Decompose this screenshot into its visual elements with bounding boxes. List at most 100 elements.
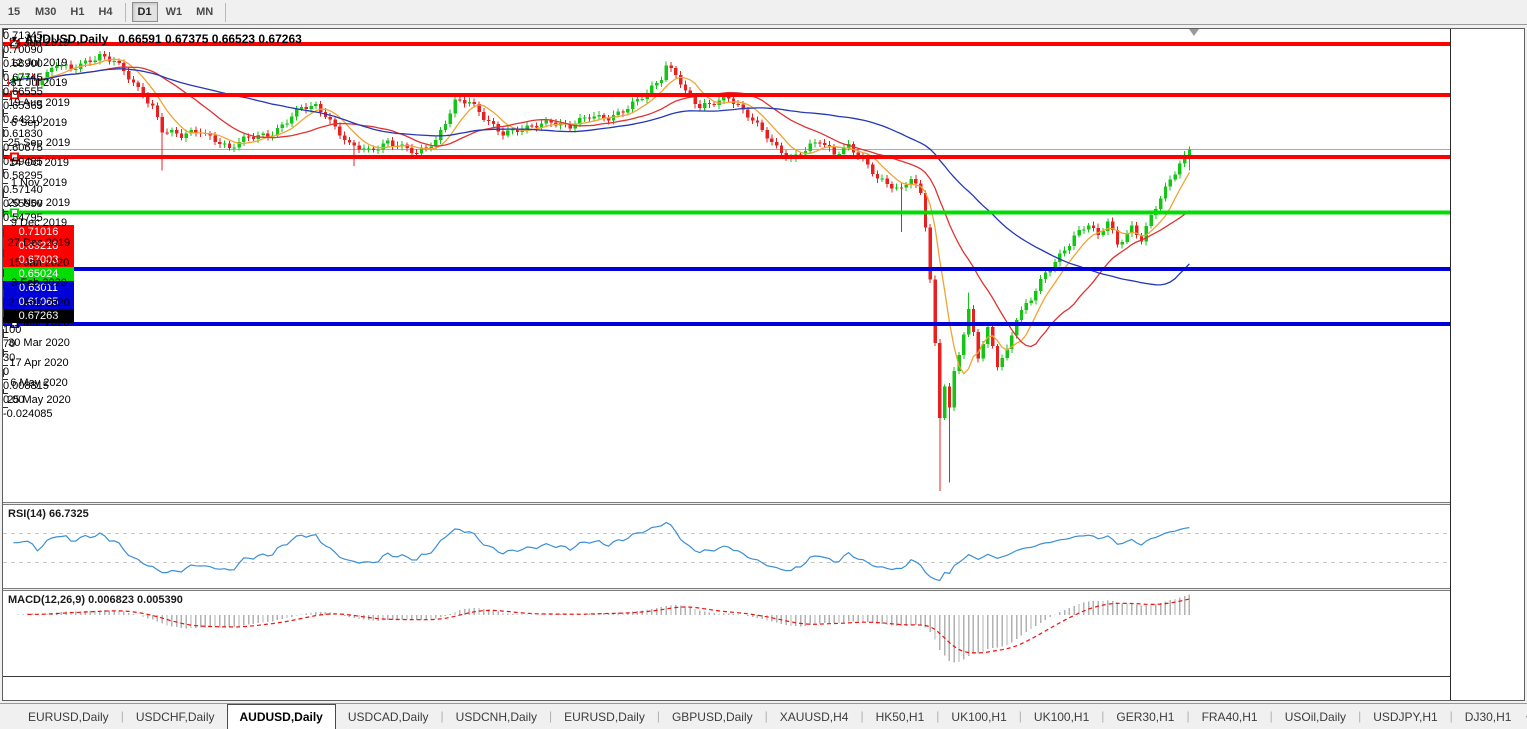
time-axis-minor-tick <box>3 154 4 157</box>
macd-chart-canvas[interactable] <box>3 591 1450 676</box>
tab-separator: | <box>860 708 864 723</box>
time-axis-minor-tick <box>3 94 4 97</box>
hline-support-0.63011[interactable] <box>3 264 1450 274</box>
timeframe-toolbar: 15 M30 H1 H4 D1 W1 MN <box>0 0 1527 25</box>
macd-axis-tick: 0.008815 <box>3 380 49 392</box>
chart-tab-gbpusd-daily[interactable]: GBPUSD,Daily <box>671 710 753 724</box>
timeframe-button-d1[interactable]: D1 <box>131 2 158 22</box>
time-axis-tick-mark <box>3 109 4 114</box>
hline-handle[interactable] <box>10 39 19 49</box>
hline-handle[interactable] <box>10 90 19 100</box>
time-axis-tick-mark <box>3 269 4 274</box>
time-axis-minor-tick <box>3 34 4 37</box>
time-axis-label: 21 Feb 2020 <box>8 297 70 309</box>
chart-tab-usoil-daily[interactable]: USOil,Daily <box>1284 710 1347 724</box>
price-axis-tick-mark <box>3 197 8 198</box>
time-axis-tick-mark <box>3 189 4 194</box>
chart-tab-uk100-h1[interactable]: UK100,H1 <box>951 710 1007 724</box>
timeframe-button-w1[interactable]: W1 <box>165 6 183 18</box>
price-axis-tick-mark <box>3 141 8 142</box>
hline-handle[interactable] <box>10 152 19 162</box>
hline-support-0.61065[interactable] <box>3 319 1450 329</box>
timeframe-button-h1[interactable]: H1 <box>70 6 85 18</box>
time-axis-minor-tick <box>3 274 4 277</box>
macd-signal-line <box>27 598 1190 654</box>
main-chart-canvas[interactable] <box>3 29 1450 502</box>
level-price-label: 0.67003 <box>3 253 74 267</box>
timeframe-button-15[interactable]: 15 <box>7 6 21 18</box>
symbol-dropdown-icon[interactable]: ▼ <box>10 34 19 44</box>
macd-axis-tick-mark <box>3 379 8 380</box>
time-axis-label: 20 Nov 2019 <box>7 197 71 209</box>
price-axis-tick: 0.61830 <box>3 128 43 140</box>
price-axis-tick-mark <box>3 57 8 58</box>
level-price-label: 0.69218 <box>3 239 74 253</box>
timeframe-button-h4[interactable]: H4 <box>98 6 113 18</box>
macd-histogram <box>17 594 1191 663</box>
panel-divider[interactable] <box>3 588 1450 591</box>
chart-tab-audusd-daily[interactable]: AUDUSD,Daily <box>226 704 336 729</box>
tab-separator: | <box>936 708 940 723</box>
chart-tab-eurusd-daily[interactable]: EURUSD,Daily <box>564 710 645 724</box>
macd-axis-tick: 0.00 <box>3 394 25 406</box>
time-axis-minor-tick <box>3 314 4 317</box>
time-axis[interactable]: 24 Jun 2019 12 Jul 2019 31 Jul 2019 19 Aug … <box>3 29 75 406</box>
price-axis-tick-mark <box>3 43 8 44</box>
time-axis-label: 9 Dec 2019 <box>10 217 68 229</box>
chart-symbol-label: AUDUSD,Daily <box>24 32 109 46</box>
chart-tab-eurusd-daily[interactable]: EURUSD,Daily <box>28 710 109 724</box>
rsi-axis-tick: 100 <box>3 324 22 336</box>
time-axis-tick-mark <box>3 249 4 254</box>
chart-tab-usdjpy-h1[interactable]: USDJPY,H1 <box>1373 710 1438 724</box>
rsi-axis-tick: 30 <box>3 352 16 364</box>
current-price-label: 0.67263 <box>3 309 74 323</box>
macd-axis-tick: -0.024085 <box>3 408 53 420</box>
moving-average-lines <box>8 58 1190 375</box>
time-axis-minor-tick <box>3 294 4 297</box>
time-axis-label: 24 Jun 2019 <box>8 37 70 49</box>
chart-tab-hk50-h1[interactable]: HK50,H1 <box>875 710 925 724</box>
tab-separator: | <box>549 708 553 723</box>
time-axis-tick-mark <box>3 329 4 334</box>
time-axis-label: 3 Feb 2020 <box>11 277 67 289</box>
rsi-chart-canvas[interactable] <box>3 505 1450 588</box>
chart-tab-usdchf-daily[interactable]: USDCHF,Daily <box>135 710 215 724</box>
ma-mid-line <box>8 66 1190 348</box>
chart-tab-fra40-h1[interactable]: FRA40,H1 <box>1201 710 1258 724</box>
time-axis-minor-tick <box>3 194 4 197</box>
level-price-label: 0.71016 <box>3 225 74 239</box>
tab-scroll-left-icon[interactable]: ◄ <box>1523 711 1527 723</box>
tab-scroll-nav: ◄► <box>1523 711 1527 729</box>
timeframe-button-mn[interactable]: MN <box>196 6 214 18</box>
chart-tab-xauusd-h4[interactable]: XAUUSD,H4 <box>779 710 849 724</box>
time-axis-minor-tick <box>3 334 4 337</box>
chart-tab-dj30-h1[interactable]: DJ30,H1 <box>1464 710 1512 724</box>
price-axis-tick: 0.59485 <box>3 156 43 168</box>
tab-separator: | <box>1358 708 1362 723</box>
hline-handle[interactable] <box>10 208 19 217</box>
time-axis-minor-tick <box>3 74 4 77</box>
tab-separator: | <box>1018 708 1022 723</box>
chart-tab-usdcad-daily[interactable]: USDCAD,Daily <box>347 710 429 724</box>
chart-tab-ger30-h1[interactable]: GER30,H1 <box>1116 710 1175 724</box>
time-axis-tick-mark <box>3 349 4 354</box>
price-axis-tick: 0.58295 <box>3 170 43 182</box>
hline-resistance-0.71016[interactable] <box>3 39 1450 49</box>
time-axis-minor-tick <box>3 354 4 357</box>
time-axis-label: 6 Sep 2019 <box>10 117 68 129</box>
chart-tab-uk100-h1[interactable]: UK100,H1 <box>1033 710 1090 724</box>
panel-divider[interactable] <box>3 502 1450 505</box>
tab-separator: | <box>1101 708 1105 723</box>
chart-tab-usdcnh-daily[interactable]: USDCNH,Daily <box>455 710 538 724</box>
chart-tab-bar: EURUSD,Daily | USDCHF,Daily AUDUSD,Daily USD… <box>0 703 1527 729</box>
rsi-axis-tick-mark <box>3 365 8 366</box>
tab-separator: | <box>656 708 660 723</box>
hline-support-0.65024[interactable] <box>3 208 1450 217</box>
timeframe-button-m30[interactable]: M30 <box>35 6 57 18</box>
tab-separator: | <box>440 708 444 723</box>
time-axis-tick-mark <box>3 29 4 34</box>
toolbar-separator <box>124 2 126 22</box>
macd-indicator-label: MACD(12,26,9) 0.006823 0.005390 <box>8 594 183 606</box>
hline-resistance-0.67003[interactable] <box>3 152 1450 162</box>
hline-resistance-0.69218[interactable] <box>3 90 1450 100</box>
